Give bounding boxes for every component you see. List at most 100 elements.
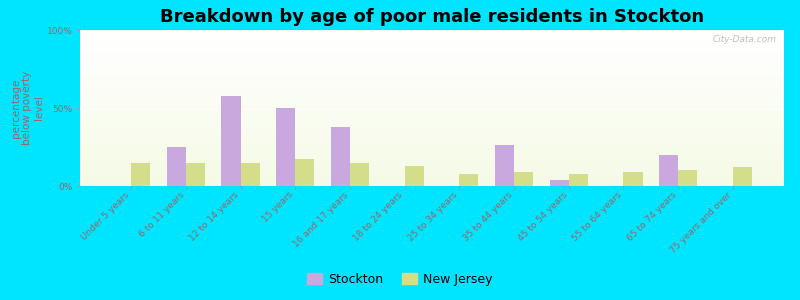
Bar <box>80 47 784 49</box>
Bar <box>80 141 784 142</box>
Bar <box>80 121 784 122</box>
Bar <box>80 133 784 134</box>
Bar <box>80 55 784 56</box>
Bar <box>80 147 784 148</box>
Bar <box>80 46 784 47</box>
Bar <box>80 177 784 178</box>
Bar <box>80 178 784 180</box>
Bar <box>80 172 784 173</box>
Bar <box>80 41 784 43</box>
Bar <box>80 56 784 58</box>
Bar <box>80 122 784 124</box>
Bar <box>80 116 784 117</box>
Bar <box>80 130 784 131</box>
Bar <box>80 155 784 156</box>
Bar <box>80 92 784 94</box>
Bar <box>80 32 784 33</box>
Bar <box>80 85 784 86</box>
Legend: Stockton, New Jersey: Stockton, New Jersey <box>302 268 498 291</box>
Bar <box>80 64 784 66</box>
Bar <box>80 53 784 55</box>
Bar <box>80 50 784 52</box>
Bar <box>80 80 784 82</box>
Bar <box>276 108 295 186</box>
Bar <box>80 139 784 141</box>
Bar <box>80 88 784 89</box>
Bar <box>331 127 350 186</box>
Y-axis label: percentage
below poverty
level: percentage below poverty level <box>10 71 44 145</box>
Bar <box>80 33 784 35</box>
Bar <box>80 128 784 130</box>
Bar <box>80 142 784 144</box>
Bar <box>80 167 784 169</box>
Bar <box>80 66 784 68</box>
Bar <box>186 163 205 186</box>
Bar <box>350 163 369 186</box>
Bar <box>80 75 784 77</box>
Bar <box>459 173 478 186</box>
Bar <box>80 35 784 36</box>
Bar <box>80 102 784 103</box>
Bar <box>80 114 784 116</box>
Bar <box>80 30 784 31</box>
Bar <box>80 166 784 167</box>
Bar <box>80 156 784 158</box>
Bar <box>80 83 784 85</box>
Bar <box>80 82 784 83</box>
Bar <box>80 61 784 63</box>
Bar <box>80 125 784 127</box>
Bar <box>80 144 784 146</box>
Bar <box>80 164 784 166</box>
Bar <box>80 152 784 153</box>
Bar <box>80 69 784 70</box>
Bar <box>678 170 698 186</box>
Bar <box>80 180 784 181</box>
Bar <box>80 158 784 160</box>
Bar <box>80 52 784 53</box>
Bar <box>80 134 784 136</box>
Bar <box>80 184 784 186</box>
Bar <box>80 181 784 183</box>
Bar <box>80 36 784 38</box>
Bar <box>80 39 784 41</box>
Bar <box>80 169 784 170</box>
Bar <box>80 95 784 97</box>
Bar <box>80 38 784 39</box>
Bar <box>80 49 784 50</box>
Bar <box>80 78 784 80</box>
Bar <box>80 160 784 161</box>
Bar <box>659 155 678 186</box>
Bar <box>80 60 784 61</box>
Bar <box>80 44 784 46</box>
Bar <box>80 103 784 105</box>
Bar <box>295 160 314 186</box>
Bar <box>80 175 784 177</box>
Bar <box>80 77 784 78</box>
Bar <box>405 166 424 186</box>
Bar <box>514 172 533 186</box>
Bar <box>80 138 784 139</box>
Bar <box>495 146 514 186</box>
Bar <box>569 173 588 186</box>
Bar <box>80 74 784 75</box>
Bar <box>80 111 784 113</box>
Bar <box>131 163 150 186</box>
Bar <box>80 119 784 121</box>
Text: City-Data.com: City-Data.com <box>713 35 777 44</box>
Bar <box>80 97 784 99</box>
Bar <box>80 146 784 147</box>
Bar <box>80 117 784 119</box>
Bar <box>80 183 784 184</box>
Bar <box>80 110 784 111</box>
Bar <box>80 124 784 125</box>
Bar <box>80 86 784 88</box>
Bar <box>550 180 569 186</box>
Bar <box>623 172 642 186</box>
Bar <box>80 170 784 172</box>
Bar <box>80 91 784 92</box>
Bar <box>80 131 784 133</box>
Bar <box>80 43 784 44</box>
Bar <box>80 108 784 110</box>
Bar <box>80 94 784 95</box>
Bar <box>80 161 784 163</box>
